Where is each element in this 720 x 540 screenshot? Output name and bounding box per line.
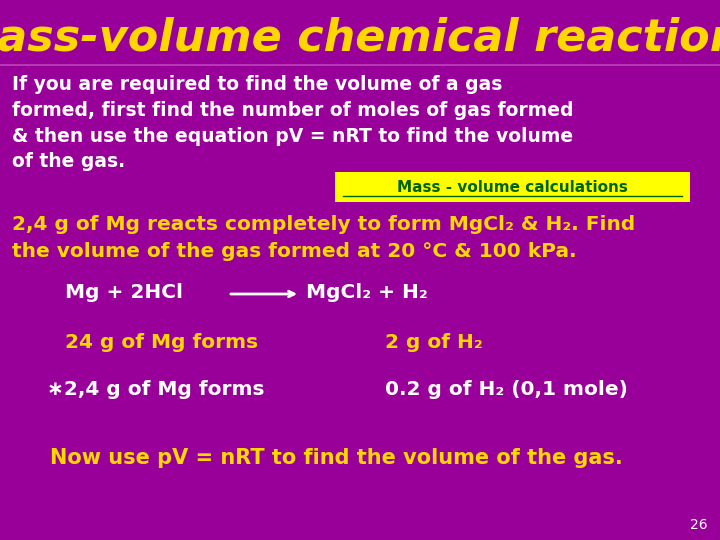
Text: 26: 26	[690, 518, 708, 532]
Text: If you are required to find the volume of a gas
formed, first find the number of: If you are required to find the volume o…	[12, 75, 574, 171]
Text: the volume of the gas formed at 20 °C & 100 kPa.: the volume of the gas formed at 20 °C & …	[12, 242, 577, 261]
Text: Now use pV = nRT to find the volume of the gas.: Now use pV = nRT to find the volume of t…	[50, 448, 623, 468]
Text: MgCl₂ + H₂: MgCl₂ + H₂	[306, 283, 428, 302]
Text: 0.2 g of H₂ (0,1 mole): 0.2 g of H₂ (0,1 mole)	[385, 380, 628, 399]
Text: ∗2,4 g of Mg forms: ∗2,4 g of Mg forms	[47, 380, 264, 399]
Text: Mass - volume calculations: Mass - volume calculations	[397, 179, 628, 194]
Text: 2,4 g of Mg reacts completely to form MgCl₂ & H₂. Find: 2,4 g of Mg reacts completely to form Mg…	[12, 215, 635, 234]
FancyBboxPatch shape	[335, 172, 690, 202]
Text: 2 g of H₂: 2 g of H₂	[385, 333, 482, 352]
Text: 24 g of Mg forms: 24 g of Mg forms	[65, 333, 258, 352]
Text: Mg + 2HCl: Mg + 2HCl	[65, 283, 183, 302]
Text: Mass-volume chemical reactions: Mass-volume chemical reactions	[0, 17, 720, 59]
